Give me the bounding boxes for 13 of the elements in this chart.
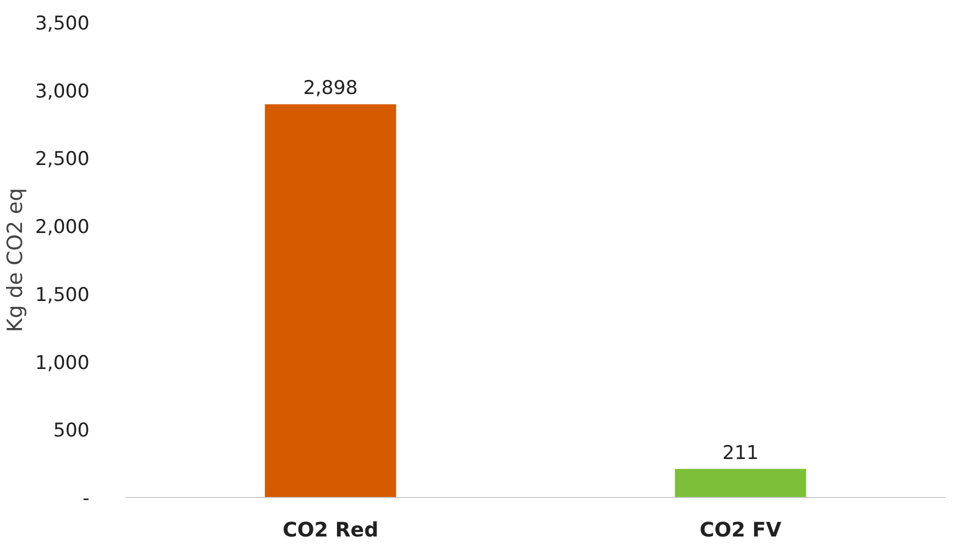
data-label: 2,898 [303, 77, 358, 100]
y-tick-label: 3,500 [35, 12, 90, 34]
y-tick-label: 2,500 [35, 148, 90, 170]
x-tick-label: CO2 Red [282, 518, 378, 542]
y-tick-label: 1,500 [35, 284, 90, 306]
y-tick-label: 1,000 [35, 352, 90, 374]
x-tick-label: CO2 FV [700, 518, 782, 542]
data-label: 211 [722, 442, 759, 464]
y-tick-label: 500 [53, 420, 90, 442]
y-tick-label: 2,000 [35, 216, 90, 238]
y-tick-label: - [82, 488, 90, 510]
y-axis-title: Kg de CO2 eq [3, 188, 28, 332]
y-tick-label: 3,000 [35, 80, 90, 102]
